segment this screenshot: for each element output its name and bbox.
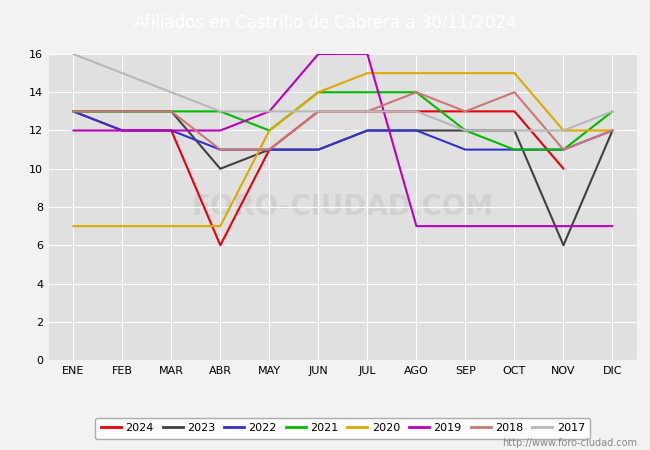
Text: Afiliados en Castrillo de Cabrera a 30/11/2024: Afiliados en Castrillo de Cabrera a 30/1…	[134, 14, 516, 32]
Legend: 2024, 2023, 2022, 2021, 2020, 2019, 2018, 2017: 2024, 2023, 2022, 2021, 2020, 2019, 2018…	[96, 418, 590, 439]
Text: FORO-CIUDAD.COM: FORO-CIUDAD.COM	[192, 193, 494, 221]
Text: http://www.foro-ciudad.com: http://www.foro-ciudad.com	[502, 438, 637, 448]
